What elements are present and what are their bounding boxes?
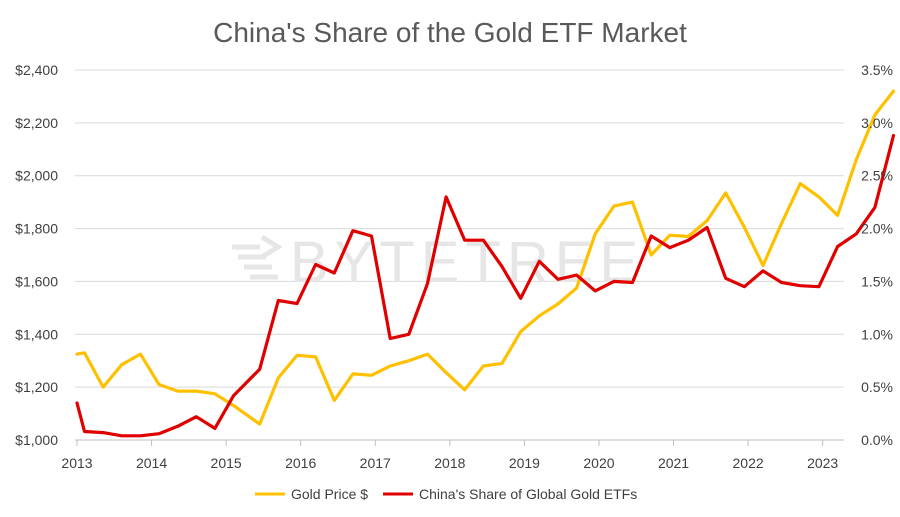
- legend-label-gold-price: Gold Price $: [291, 486, 368, 502]
- series-layer: [75, 89, 896, 438]
- ticks-layer: $1,000 $1,200 $1,400 $1,600 $1,800 $2,000 $2,2…: [15, 62, 893, 471]
- y-left-tick-label: $2,000: [15, 168, 58, 184]
- y-left-tick-label: $1,400: [15, 326, 58, 342]
- x-tick-label: 2023: [807, 455, 838, 471]
- y-right-tick-label: 3.5%: [861, 62, 893, 78]
- y-right-tick-label: 0.0%: [861, 432, 893, 448]
- series-line-china-share: [75, 133, 896, 438]
- x-tick-label: 2019: [509, 455, 540, 471]
- y-right-tick-label: 1.5%: [861, 273, 893, 289]
- x-tick-label: 2014: [136, 455, 167, 471]
- legend: Gold Price $ China's Share of Global Gol…: [255, 486, 637, 502]
- x-tick-label: 2022: [733, 455, 764, 471]
- x-tick-label: 2020: [583, 455, 614, 471]
- x-tick-label: 2017: [360, 455, 391, 471]
- gridlines: [75, 69, 844, 388]
- x-tick-label: 2018: [434, 455, 465, 471]
- series-line-gold-price: [75, 89, 896, 426]
- watermark-logo-icon: [232, 234, 283, 280]
- y-left-tick-label: $1,600: [15, 273, 58, 289]
- chart-title: China's Share of the Gold ETF Market: [213, 17, 687, 48]
- y-right-tick-label: 2.0%: [861, 221, 893, 237]
- y-right-tick-label: 0.5%: [861, 379, 893, 395]
- x-tick-label: 2016: [285, 455, 316, 471]
- y-left-tick-label: $2,400: [15, 62, 58, 78]
- y-right-tick-label: 1.0%: [861, 326, 893, 342]
- x-tick-label: 2021: [658, 455, 689, 471]
- y-left-tick-label: $1,800: [15, 221, 58, 237]
- y-right-tick-label: 3.0%: [861, 115, 893, 131]
- legend-label-china-share: China's Share of Global Gold ETFs: [419, 486, 637, 502]
- y-right-tick-label: 2.5%: [861, 168, 893, 184]
- x-tick-label: 2015: [211, 455, 242, 471]
- y-left-tick-label: $1,000: [15, 432, 58, 448]
- y-left-tick-label: $2,200: [15, 115, 58, 131]
- y-left-tick-label: $1,200: [15, 379, 58, 395]
- x-tick-label: 2013: [61, 455, 92, 471]
